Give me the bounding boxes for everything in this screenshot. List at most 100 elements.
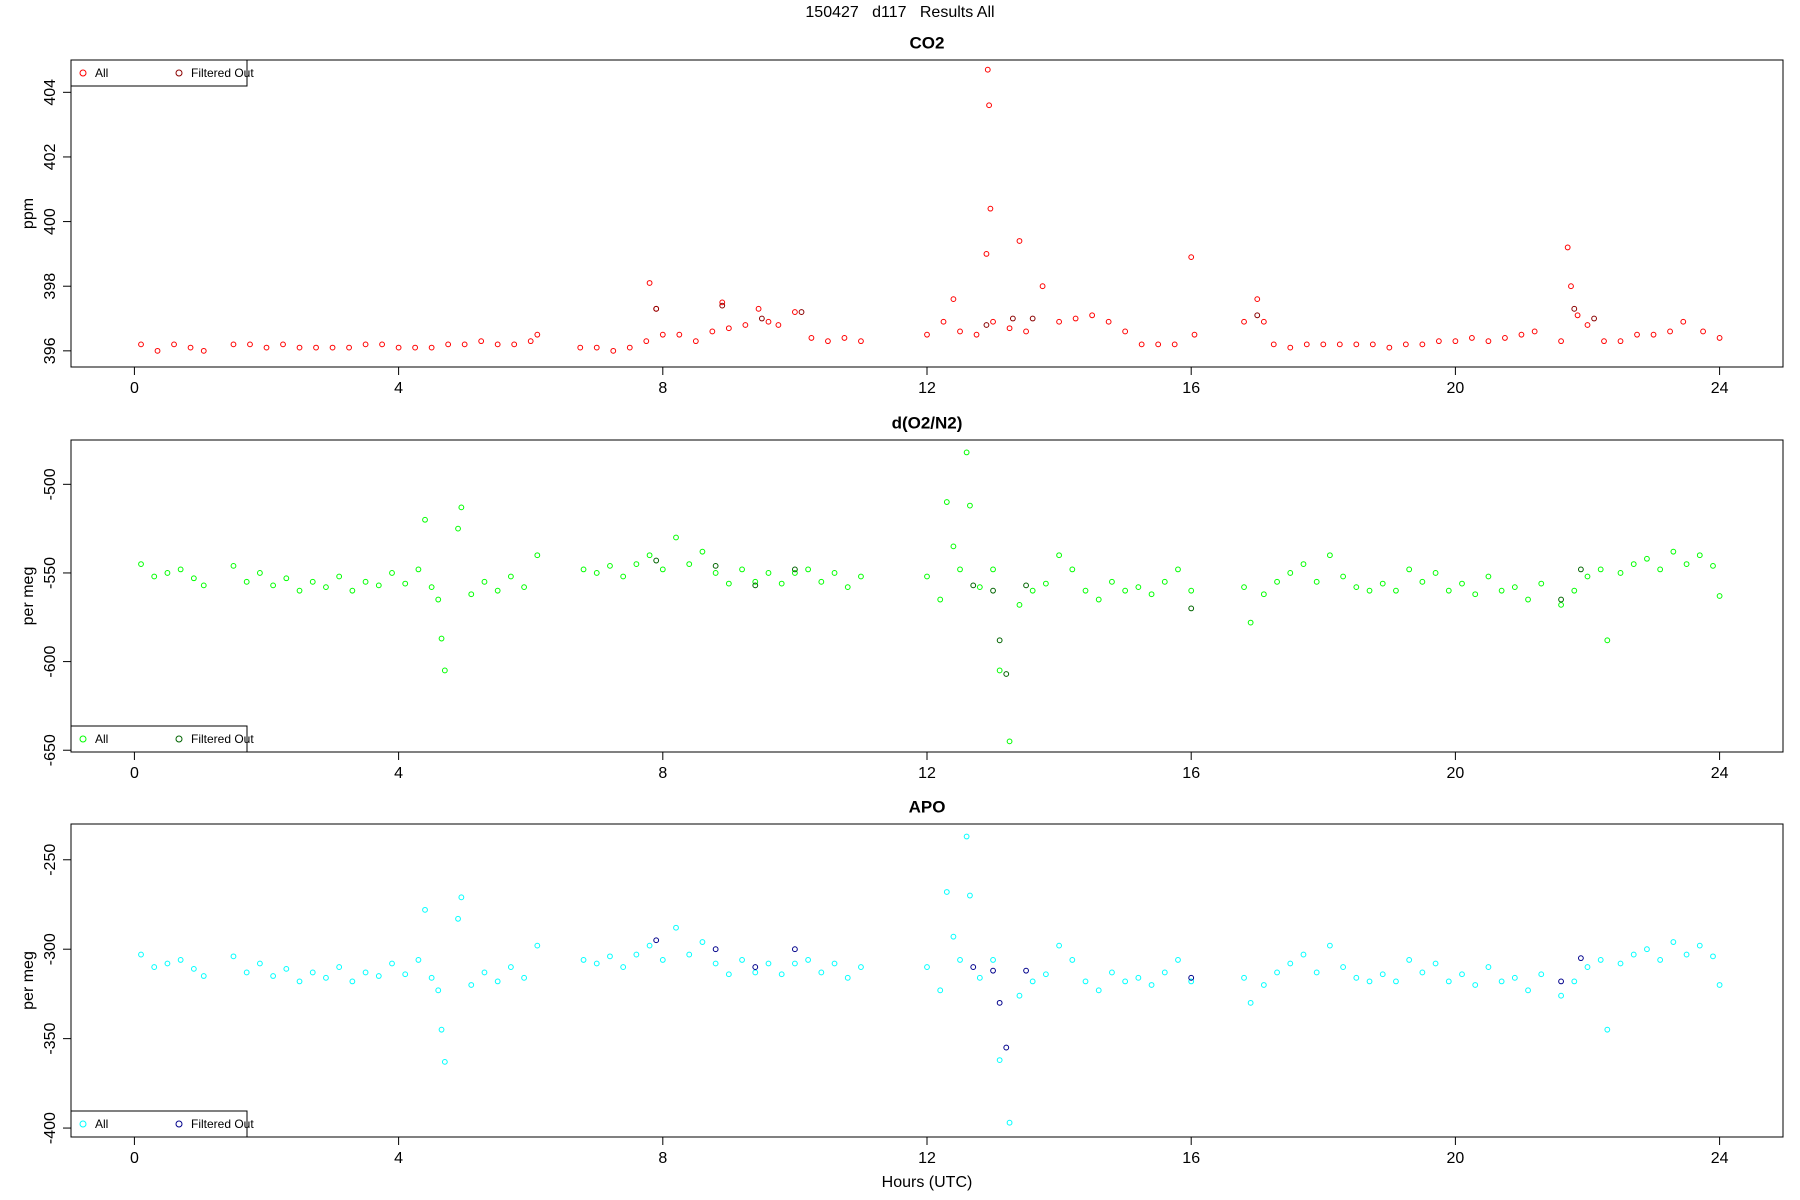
data-point — [1558, 992, 1564, 999]
data-point — [521, 974, 527, 981]
data-point — [379, 341, 385, 348]
data-point — [943, 889, 950, 895]
data-point — [1445, 587, 1452, 594]
data-point — [937, 987, 944, 994]
data-point — [1270, 341, 1277, 348]
data-point — [1029, 978, 1036, 985]
data-point — [263, 344, 270, 351]
y-tick-label: 402 — [42, 144, 59, 171]
data-point — [309, 578, 316, 585]
x-tick-label: 0 — [130, 1150, 139, 1167]
x-tick-label: 20 — [1446, 380, 1464, 397]
data-point — [534, 331, 541, 338]
data-point — [653, 305, 660, 312]
data-point — [1538, 580, 1545, 587]
data-point — [1591, 315, 1597, 322]
data-point — [1069, 566, 1076, 573]
x-tick-label: 8 — [658, 380, 667, 397]
data-point — [1680, 318, 1687, 325]
data-point — [468, 591, 475, 598]
data-point — [458, 504, 465, 511]
data-point — [1009, 315, 1016, 322]
data-point — [970, 964, 977, 970]
data-point — [957, 566, 963, 573]
data-point — [712, 562, 719, 569]
data-point — [844, 584, 851, 591]
data-point — [1564, 244, 1571, 251]
data-point — [1511, 584, 1518, 591]
data-point — [177, 957, 184, 963]
data-point — [257, 570, 263, 576]
plot-frame — [70, 823, 1784, 1138]
data-point — [190, 575, 197, 582]
data-point — [1558, 338, 1564, 345]
data-point — [1241, 584, 1247, 591]
data-point — [765, 960, 772, 967]
legend-box — [70, 59, 248, 87]
data-point — [461, 341, 468, 348]
data-point — [831, 960, 838, 967]
data-point — [957, 328, 963, 335]
data-point — [1379, 580, 1386, 587]
data-point — [527, 338, 534, 345]
x-tick-label: 8 — [658, 1150, 667, 1167]
data-point — [428, 974, 435, 981]
data-point — [725, 325, 732, 332]
data-point — [1188, 974, 1195, 981]
data-point — [1327, 552, 1333, 559]
data-point — [967, 502, 973, 509]
data-point — [1089, 312, 1096, 319]
data-point — [758, 315, 765, 322]
data-point — [151, 573, 158, 580]
data-point — [976, 584, 983, 591]
data-point — [336, 964, 343, 970]
data-point — [610, 347, 617, 354]
data-point — [739, 566, 745, 573]
data-point — [1657, 957, 1664, 963]
data-point — [1122, 587, 1129, 594]
data-point — [996, 667, 1003, 674]
data-point — [1300, 951, 1307, 958]
panel: CO2 ppm 0 4 8 12 16 20 24 396 398 400 402 404 All Filte… — [20, 33, 1784, 397]
data-point — [924, 573, 930, 580]
data-point — [1254, 296, 1261, 303]
data-point — [792, 566, 798, 573]
data-point — [1135, 584, 1142, 591]
data-point — [1241, 318, 1247, 325]
data-point — [1485, 573, 1492, 580]
data-point — [739, 957, 745, 963]
data-point — [1617, 570, 1624, 576]
data-point — [445, 341, 452, 348]
data-point — [686, 951, 693, 958]
data-point — [752, 582, 759, 589]
y-tick-label: 404 — [42, 79, 59, 106]
data-point — [633, 951, 640, 958]
data-point — [1445, 978, 1452, 985]
data-point — [257, 960, 263, 967]
data-point — [362, 578, 369, 585]
data-point — [1472, 591, 1479, 598]
data-point — [1558, 601, 1564, 608]
data-point — [580, 957, 587, 963]
data-point — [1188, 587, 1195, 594]
data-point — [1419, 969, 1426, 976]
data-point — [435, 596, 442, 603]
data-point — [1003, 671, 1010, 677]
data-point — [511, 341, 518, 348]
data-point — [692, 338, 699, 345]
data-point — [990, 587, 996, 594]
x-axis-label: Hours (UTC) — [882, 1174, 973, 1191]
data-point — [1667, 328, 1673, 335]
data-point — [1069, 957, 1076, 963]
data-point — [1538, 971, 1545, 978]
data-point — [825, 338, 831, 345]
data-point — [1175, 566, 1181, 573]
data-point — [507, 964, 514, 970]
data-point — [607, 562, 613, 569]
data-point — [1122, 978, 1129, 985]
x-tick-label: 24 — [1711, 380, 1729, 397]
data-point — [699, 548, 706, 555]
data-point — [1016, 992, 1023, 999]
data-point — [1644, 555, 1650, 562]
